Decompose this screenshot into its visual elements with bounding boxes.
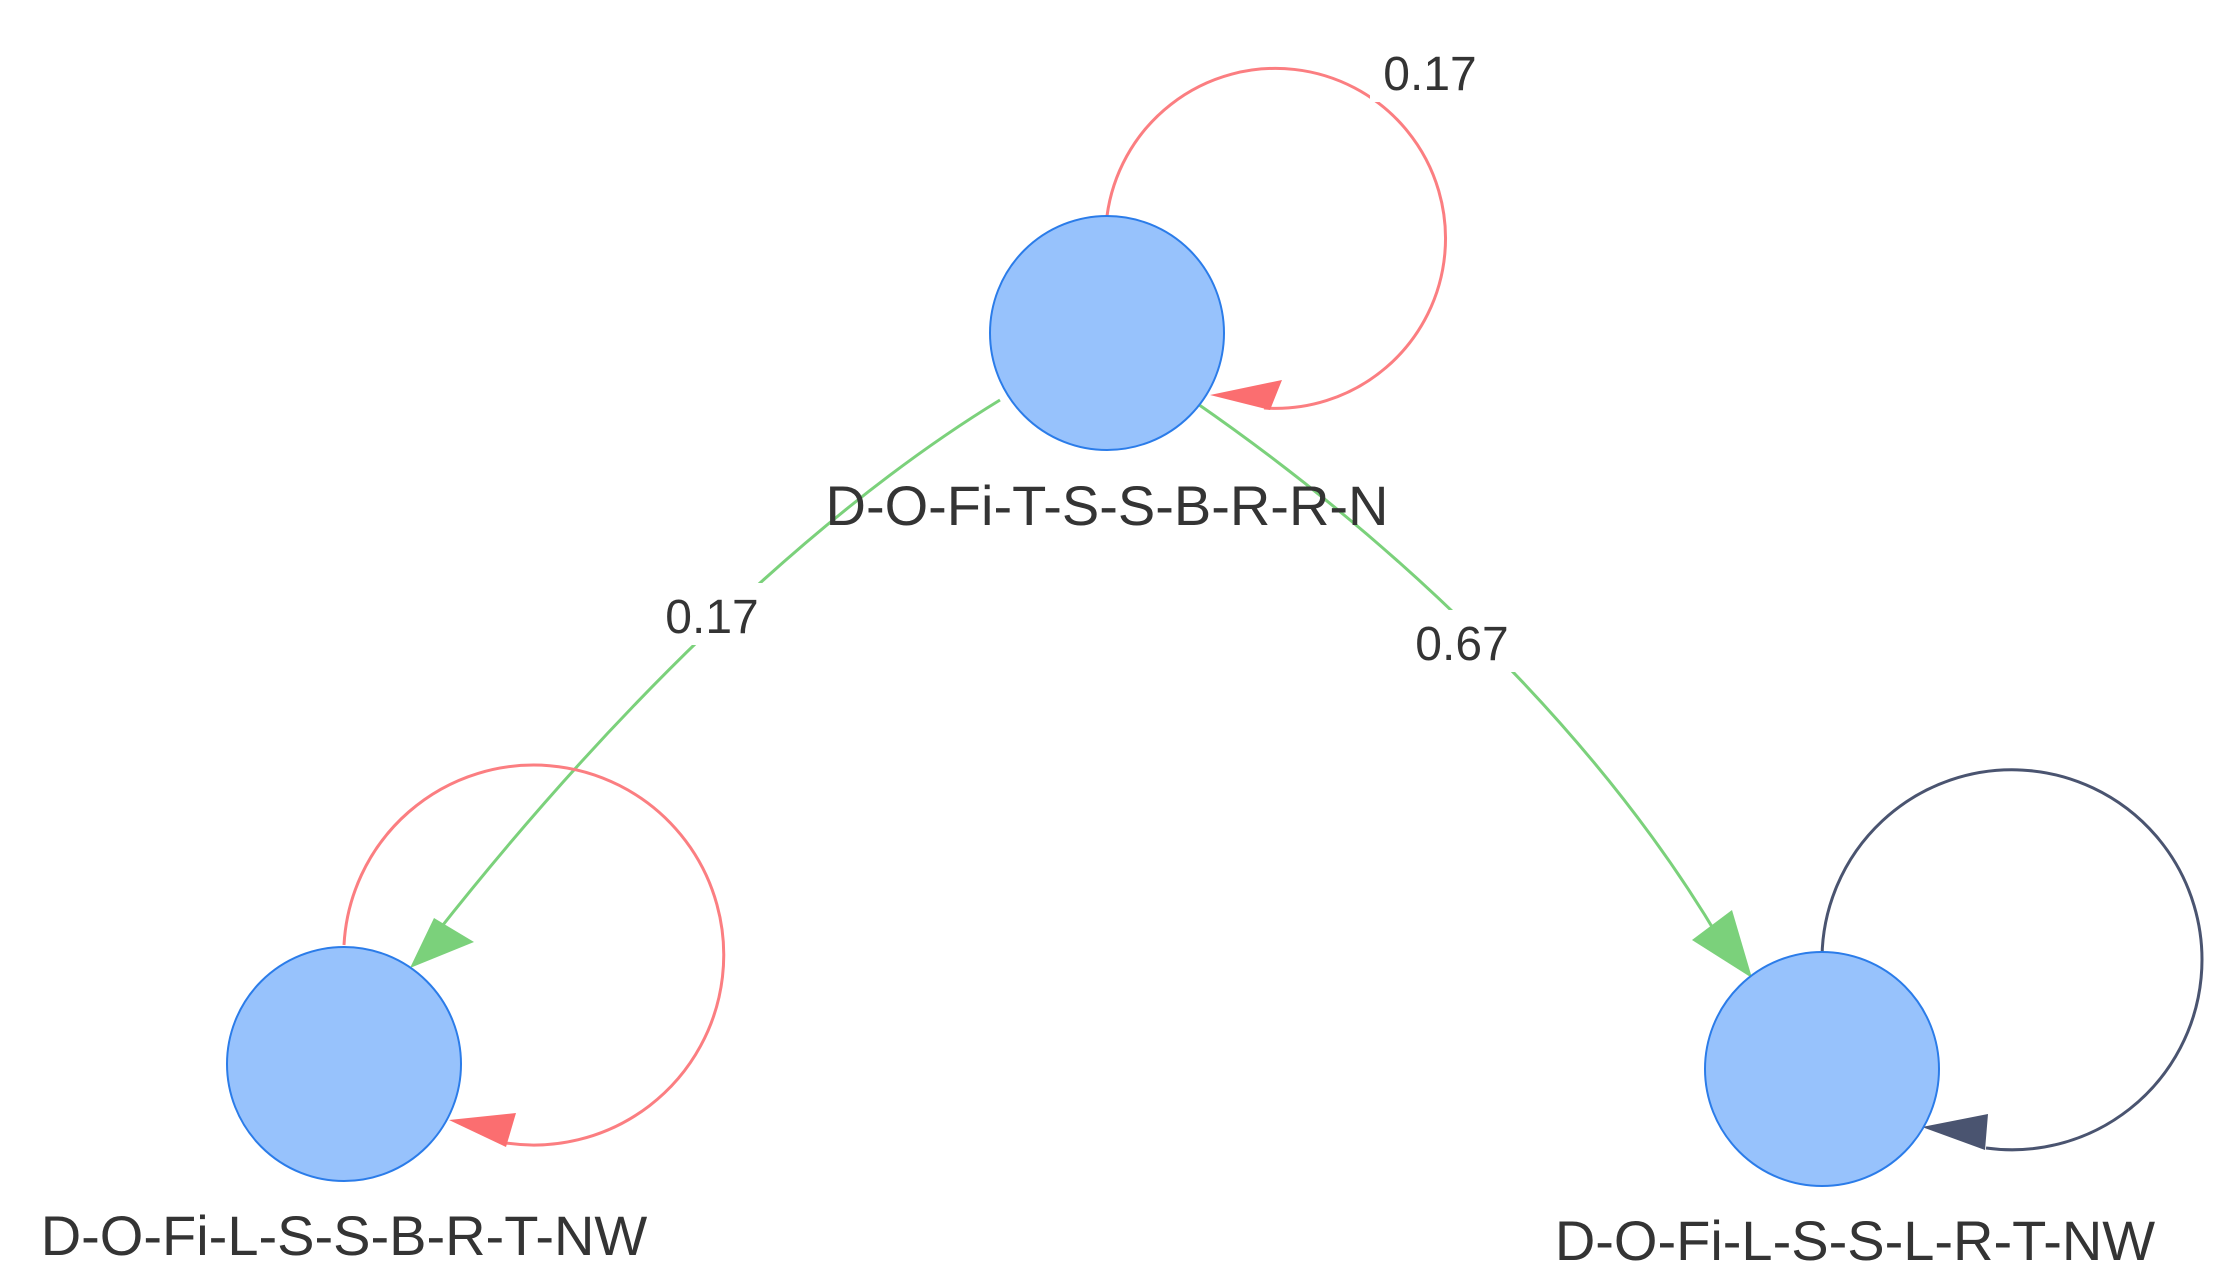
node-top[interactable]: D-O-Fi-T-S-S-B-R-R-N [826,215,1389,537]
edge-left-self-loop[interactable] [342,763,726,1147]
edge-top-self-label: 0.17 [1383,48,1476,101]
node-left-label: D-O-Fi-L-S-S-B-R-T-NW [41,1204,648,1267]
edge-top-right-arrowhead [1692,910,1752,978]
node-right[interactable]: D-O-Fi-L-S-S-L-R-T-NW [1555,951,2155,1272]
edge-top-left-arrowhead [410,918,474,968]
node-top-label: D-O-Fi-T-S-S-B-R-R-N [826,474,1389,537]
node-left[interactable]: D-O-Fi-L-S-S-B-R-T-NW [41,946,648,1267]
edge-top-to-right[interactable]: 0.67 [1194,400,1752,978]
edge-top-self-arrowhead [1210,380,1282,410]
edge-top-to-left[interactable]: 0.17 [410,398,1001,968]
edge-right-self-arrowhead [1922,1114,1988,1150]
edge-left-self-arrowhead [449,1113,516,1147]
edge-right-self-loop[interactable] [1820,768,2204,1152]
edge-top-right-label: 0.67 [1415,618,1508,671]
edge-top-left-label: 0.17 [665,591,758,644]
edge-top-self-loop[interactable]: 0.17 [1105,40,1490,410]
node-right-label: D-O-Fi-L-S-S-L-R-T-NW [1555,1209,2155,1272]
